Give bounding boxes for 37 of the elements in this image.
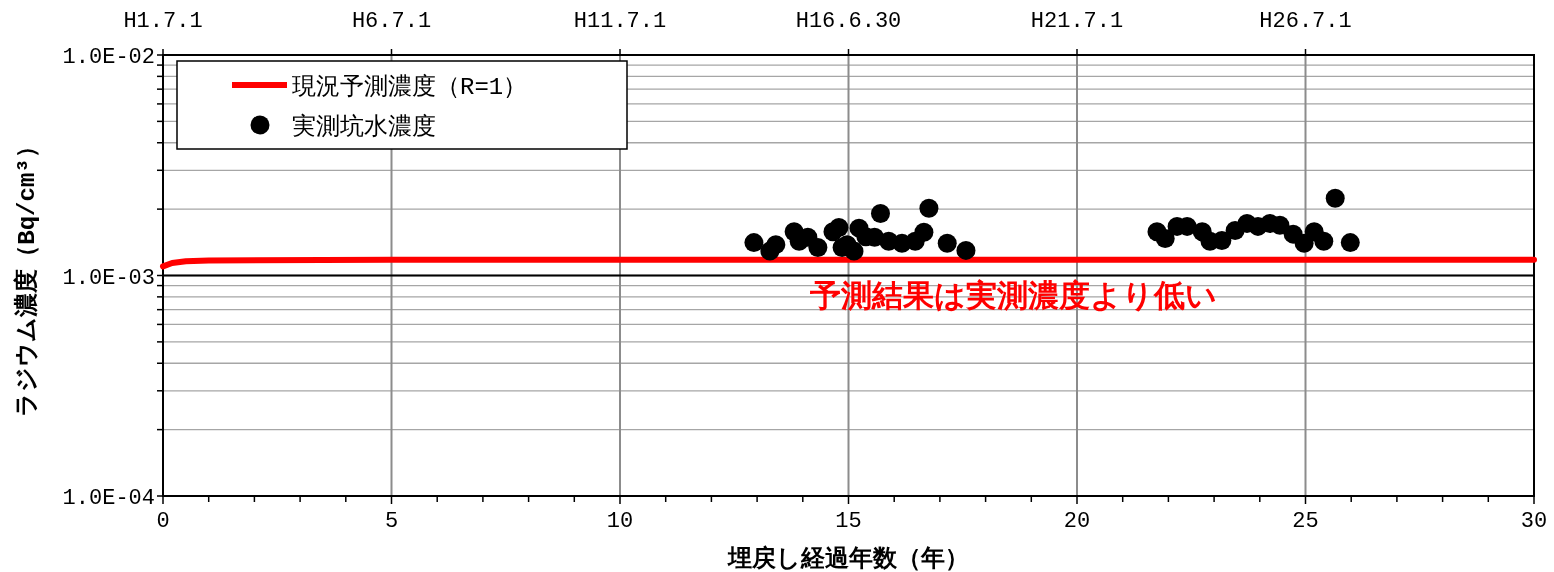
annotation: 予測結果は実測濃度より低い	[808, 278, 1217, 316]
text: H26.7.1	[1259, 9, 1352, 34]
x-tick-label: 5	[384, 509, 399, 534]
point	[766, 235, 786, 255]
point	[829, 218, 849, 238]
point	[1270, 215, 1290, 235]
text: H21.7.1	[1030, 9, 1124, 34]
point	[914, 222, 934, 242]
point	[870, 204, 890, 224]
x-tick-label: 0	[156, 509, 170, 534]
point	[937, 233, 957, 253]
text: H1.7.1	[123, 9, 203, 34]
y-tick-label: 1.0E-03	[62, 265, 155, 291]
y-axis-title: ラジウム濃度（Bq/cm³）	[13, 134, 41, 417]
y-tick-label: 1.0E-02	[62, 45, 155, 70]
x-tick-label: 15	[835, 509, 862, 534]
x-tick-label: 25	[1292, 509, 1319, 534]
y-tick-label: 1.0E-04	[62, 486, 155, 511]
x-axis-title: 埋戻し経過年数（年）	[727, 545, 969, 572]
text: H6.7.1	[351, 9, 432, 34]
point	[1340, 233, 1360, 253]
point	[808, 237, 828, 257]
point	[744, 233, 764, 253]
legend-label: 現況予測濃度（R=1）	[292, 73, 528, 101]
point	[844, 241, 864, 261]
x-tick-label: 20	[1063, 509, 1091, 534]
x-tick-label: 10	[606, 509, 634, 534]
x-tick-label: 30	[1520, 509, 1548, 534]
legend-label: 実測坑水濃度	[292, 113, 436, 141]
point	[1155, 229, 1175, 249]
point	[1212, 231, 1232, 251]
point	[1314, 231, 1334, 251]
text: H16.6.30	[795, 9, 902, 34]
point	[1325, 188, 1345, 208]
point	[919, 198, 939, 218]
text: H11.7.1	[573, 9, 667, 34]
point	[956, 240, 976, 260]
